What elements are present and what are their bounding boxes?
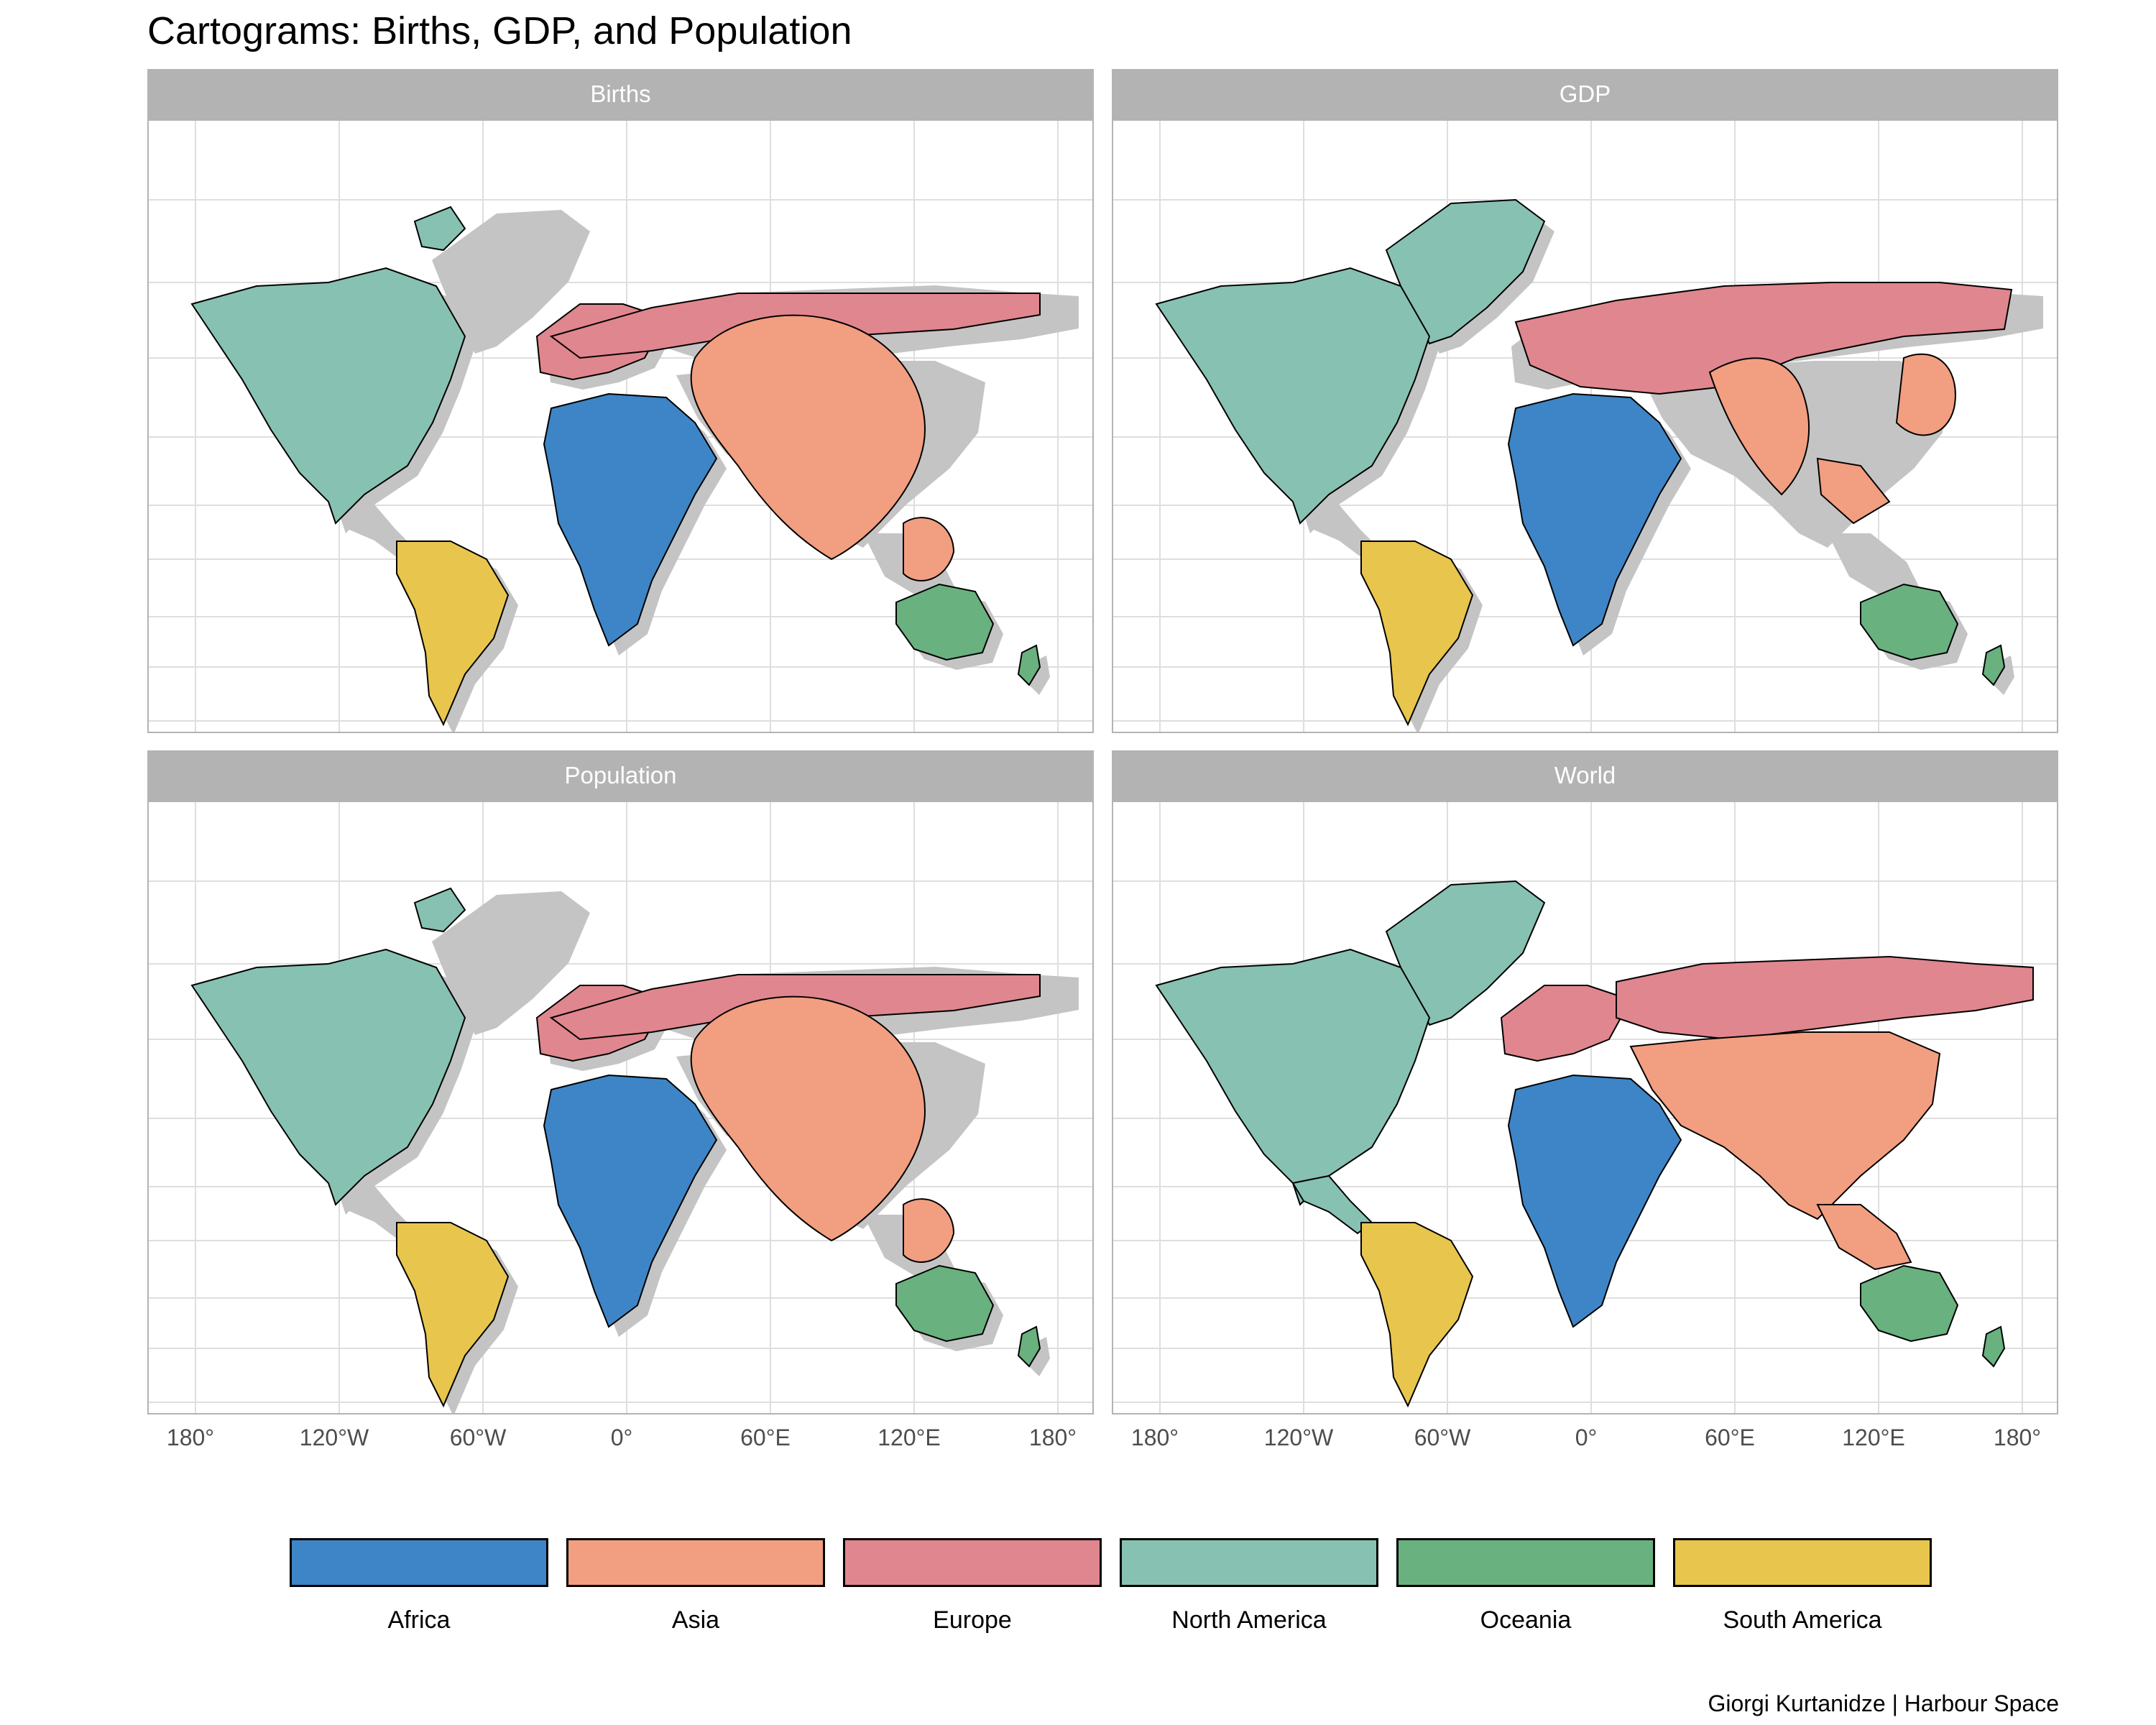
map-canvas-gdp (1113, 121, 2057, 732)
legend-key-north-america (1120, 1538, 1378, 1587)
reference-land-shape (1828, 533, 1921, 598)
region-asia (690, 995, 926, 1242)
region-asia (690, 314, 926, 561)
region-oceania (1981, 644, 2006, 686)
reference-land-shape (432, 891, 590, 1035)
panel-strip-gdp: GDP (1112, 69, 2058, 119)
region-oceania (1981, 1325, 2006, 1368)
region-south-america (396, 1222, 510, 1408)
region-europe (1616, 955, 2034, 1041)
legend-label-oceania: Oceania (1480, 1606, 1572, 1634)
region-north-america (1155, 948, 1431, 1206)
map-births (147, 119, 1094, 733)
x-tick-label: 60°W (1414, 1425, 1471, 1450)
region-oceania (1017, 644, 1041, 686)
x-tick-label: 60°E (1705, 1425, 1755, 1450)
region-africa (543, 392, 718, 647)
legend-key-europe (843, 1538, 1102, 1587)
region-asia (1629, 1031, 1941, 1220)
legend-key-oceania (1396, 1538, 1655, 1587)
region-oceania (895, 583, 995, 661)
region-north-america (413, 887, 466, 933)
x-tick-label: 60°E (740, 1425, 791, 1450)
panel-strip-population: Population (147, 750, 1094, 801)
region-oceania (895, 1264, 995, 1343)
region-africa (543, 1074, 718, 1328)
region-asia (903, 517, 955, 581)
region-south-america (1360, 1222, 1474, 1408)
region-north-america (413, 206, 466, 252)
x-tick-label: 180° (166, 1425, 215, 1450)
legend-label-europe: Europe (933, 1606, 1012, 1634)
x-tick-label: 0° (1575, 1425, 1598, 1450)
region-africa (1507, 392, 1682, 647)
legend-label-north-america: North America (1171, 1606, 1327, 1634)
region-asia (1708, 357, 1810, 496)
region-oceania (1860, 1264, 1959, 1343)
reference-land-shape (432, 210, 590, 354)
panel-strip-births: Births (147, 69, 1094, 119)
region-asia (1816, 457, 1891, 525)
x-tick-label: 120°E (1842, 1425, 1905, 1450)
x-tick-label: 120°W (299, 1425, 369, 1450)
legend-key-asia (566, 1538, 825, 1587)
legend-label-asia: Asia (671, 1606, 720, 1634)
region-europe (1514, 282, 2013, 395)
map-canvas-world (1113, 802, 2057, 1413)
continents (1155, 198, 2013, 727)
region-north-america (190, 267, 466, 525)
x-tick-label: 120°E (877, 1425, 941, 1450)
region-south-america (1360, 540, 1474, 727)
legend-label-africa: Africa (387, 1606, 451, 1634)
map-population (147, 801, 1094, 1414)
region-oceania (1017, 1325, 1041, 1368)
x-tick-label: 0° (610, 1425, 633, 1450)
x-tick-label: 180° (1130, 1425, 1179, 1450)
region-south-america (396, 540, 510, 727)
legend-label-south-america: South America (1723, 1606, 1882, 1634)
region-north-america (190, 948, 466, 1206)
region-asia (903, 1198, 955, 1263)
legend-key-africa (290, 1538, 548, 1587)
map-canvas-population (149, 802, 1092, 1413)
x-tick-label: 180° (1993, 1425, 2042, 1450)
continents (1155, 880, 2034, 1408)
panel-strip-world: World (1112, 750, 2058, 801)
map-canvas-births (149, 121, 1092, 732)
region-asia (1816, 1204, 1912, 1271)
x-tick-label: 60°W (449, 1425, 507, 1450)
continents (190, 206, 1041, 727)
x-tick-label: 120°W (1263, 1425, 1334, 1450)
credit: Giorgi Kurtanidze | Harbour Space (1708, 1690, 2059, 1716)
region-north-america (1291, 1174, 1373, 1235)
region-africa (1507, 1074, 1682, 1328)
chart-title: Cartograms: Births, GDP, and Population (147, 9, 852, 52)
region-europe (1500, 985, 1632, 1062)
region-oceania (1860, 583, 1959, 661)
map-world (1112, 801, 2058, 1414)
panel-population: Population (147, 750, 1094, 1414)
map-gdp (1112, 119, 2058, 733)
region-north-america (1155, 267, 1431, 525)
panel-world: World (1112, 750, 2058, 1414)
region-asia (1895, 353, 1956, 436)
panel-births: Births (147, 69, 1094, 733)
panel-gdp: GDP (1112, 69, 2058, 733)
continents (190, 887, 1041, 1408)
legend-key-south-america (1673, 1538, 1932, 1587)
x-tick-label: 180° (1028, 1425, 1077, 1450)
